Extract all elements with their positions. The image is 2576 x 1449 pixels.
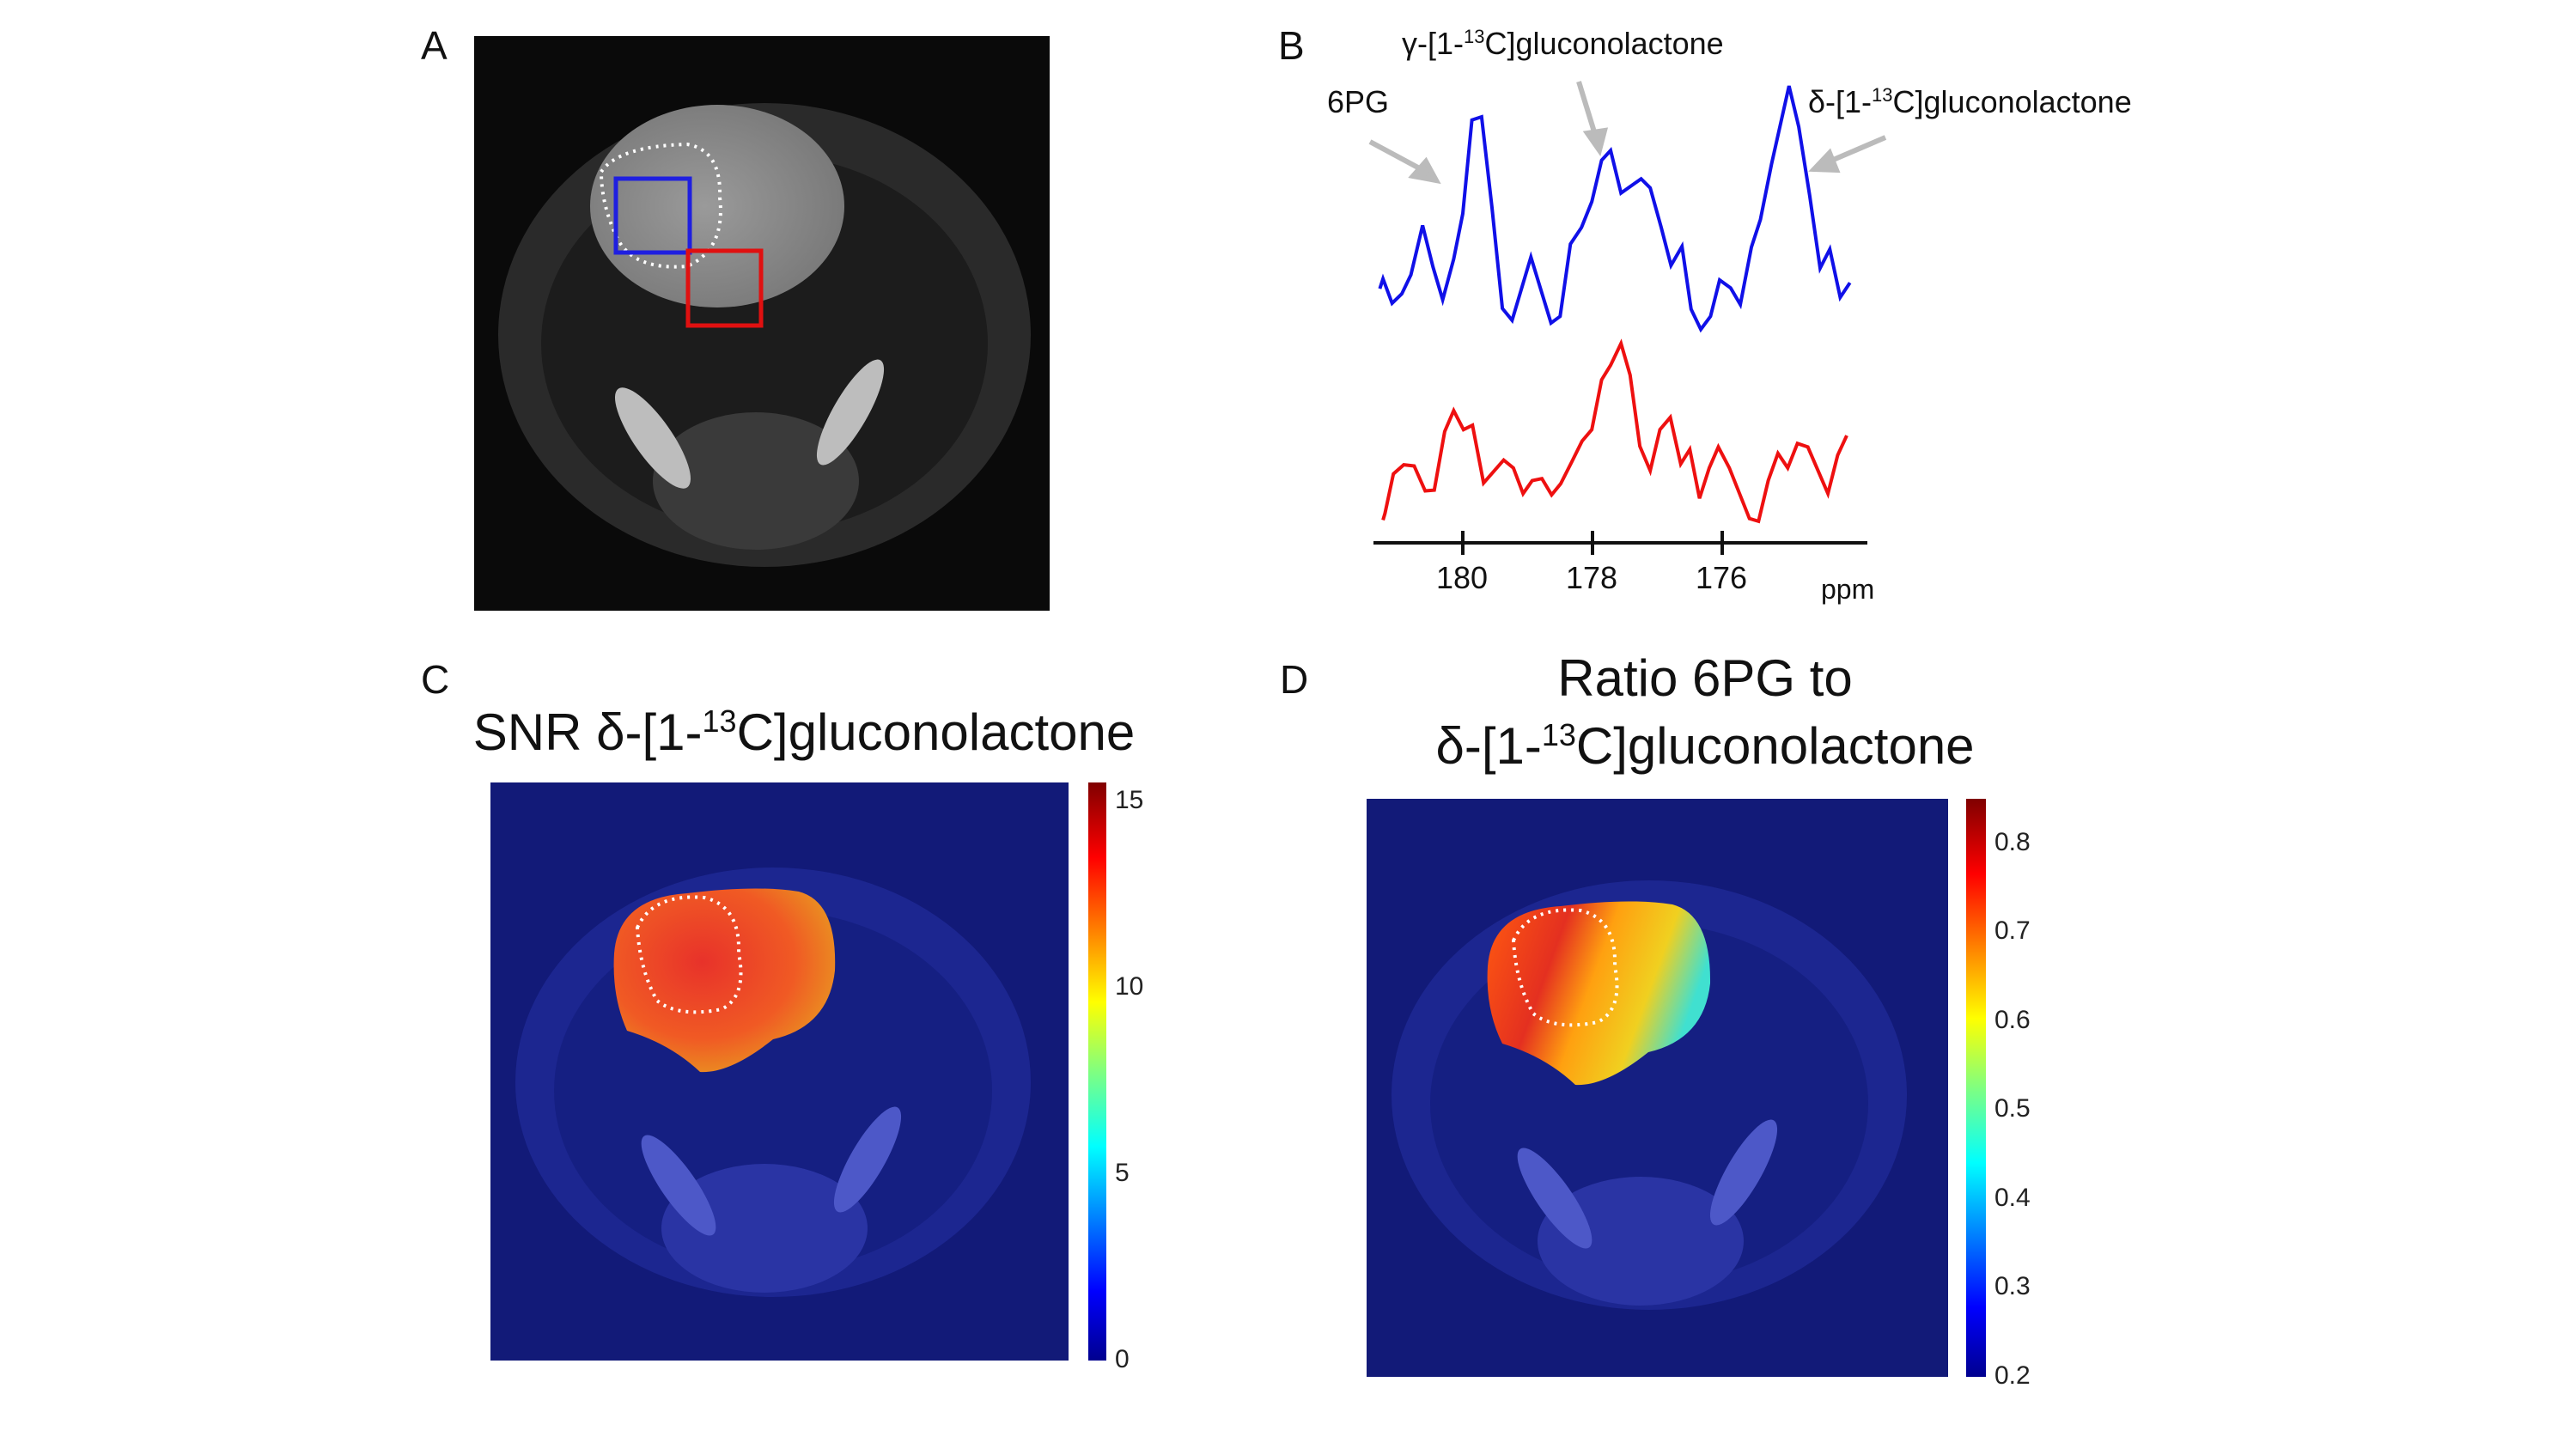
colorbar-d-tick-label: 0.3 xyxy=(1994,1272,2031,1301)
annotation-gamma-gluconolactone: γ-[1-13C]gluconolactone xyxy=(1402,26,1724,61)
x-axis-label: ppm xyxy=(1821,574,1875,605)
title-d-line2: δ-[1-13C]gluconolactone xyxy=(1435,717,1975,775)
annotation-arrows xyxy=(1368,81,1887,185)
tick-label-180: 180 xyxy=(1436,560,1489,595)
tumor-contour xyxy=(599,142,722,269)
colorbar-c-tick-label: 5 xyxy=(1115,1158,1130,1187)
tumor-roi-box xyxy=(613,176,692,255)
title-d-line1: Ratio 6PG to xyxy=(1557,649,1853,707)
colorbar-d-tick-label: 0.2 xyxy=(1994,1361,2031,1390)
spectrum-contralateral-red xyxy=(1381,338,1848,524)
panel-label-d: D xyxy=(1280,657,1309,702)
contralateral-roi-box xyxy=(685,248,764,328)
annotation-6pg: 6PG xyxy=(1327,84,1390,119)
panel-label-a: A xyxy=(421,23,448,68)
snr-map-c xyxy=(490,782,1106,1361)
panel-label-c: C xyxy=(421,657,450,702)
tick-label-178: 178 xyxy=(1566,560,1618,595)
colorbar-c xyxy=(1088,782,1106,1361)
mri-image-a xyxy=(474,36,1050,611)
annotation-delta-gluconolactone: δ-[1-13C]gluconolactone xyxy=(1808,84,2132,119)
ratio-map-d xyxy=(1367,799,1986,1377)
colorbar-d-tick-label: 0.6 xyxy=(1994,1005,2031,1034)
colorbar-d-tick-label: 0.7 xyxy=(1994,916,2031,946)
spectrum-tumor-blue xyxy=(1378,85,1852,333)
colorbar-d-tick-label: 0.5 xyxy=(1994,1094,2031,1123)
colorbar-d xyxy=(1966,799,1986,1377)
colorbar-c-tick-label: 0 xyxy=(1115,1345,1130,1373)
colorbar-d-tick-label: 0.4 xyxy=(1994,1183,2031,1212)
panel-label-b: B xyxy=(1278,23,1305,68)
spectrum-axis xyxy=(1373,531,1867,555)
tick-label-176: 176 xyxy=(1696,560,1748,595)
colorbar-d-tick-label: 0.8 xyxy=(1994,827,2031,856)
colorbar-c-tick-label: 15 xyxy=(1115,785,1144,814)
colorbar-c-tick-label: 10 xyxy=(1115,971,1144,1001)
title-c: SNR δ-[1-13C]gluconolactone xyxy=(472,703,1136,761)
